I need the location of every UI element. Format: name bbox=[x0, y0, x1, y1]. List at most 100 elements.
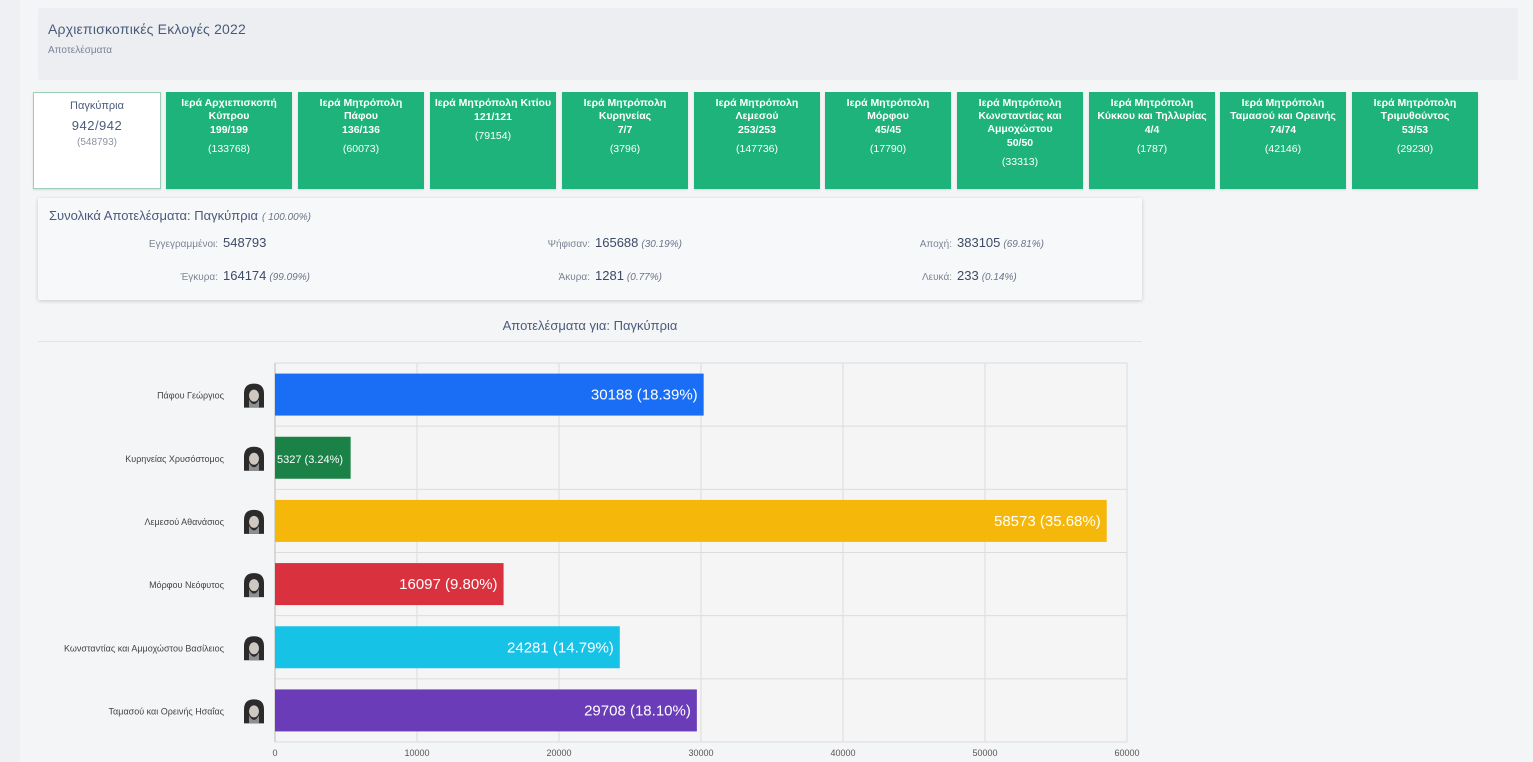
x-tick-label: 10000 bbox=[404, 748, 429, 758]
stat-voted-pct: (30.19%) bbox=[641, 239, 682, 250]
tile-name: Ιερά Μητρόπολη Κιτίου bbox=[434, 97, 552, 109]
stat-valid: Έγκυρα: 164174 (99.09%) bbox=[38, 268, 310, 283]
stat-invalid: Άκυρα: 1281 (0.77%) bbox=[438, 268, 662, 283]
category-label: Πάφου Γεώργιος bbox=[157, 391, 225, 401]
stat-blank-label: Λευκά: bbox=[921, 272, 952, 283]
tile-count: 4/4 bbox=[1144, 124, 1160, 136]
stat-registered-value: 548793 bbox=[223, 235, 267, 250]
tile-registered: (548793) bbox=[76, 137, 118, 148]
tile-registered: (17790) bbox=[869, 143, 907, 155]
category-label: Κωνσταντίας και Αμμοχώστου Βασίλειος bbox=[64, 643, 225, 653]
stat-voted-value: 165688 bbox=[595, 235, 639, 250]
stat-invalid-label: Άκυρα: bbox=[558, 272, 590, 283]
bar bbox=[275, 563, 504, 606]
header-panel: Αρχιεπισκοπικές Εκλογές 2022 Αποτελέσματ… bbox=[38, 8, 1518, 80]
tile-count: 74/74 bbox=[1269, 124, 1297, 136]
chart-divider bbox=[38, 341, 1142, 342]
stat-blank-pct: (0.14%) bbox=[981, 272, 1017, 283]
stat-abstention-value: 383105 bbox=[957, 235, 1001, 250]
x-tick-label: 20000 bbox=[546, 748, 571, 758]
x-tick-label: 60000 bbox=[1114, 748, 1139, 758]
category-label: Μόρφου Νεόφυτος bbox=[149, 580, 225, 590]
bar bbox=[275, 499, 1107, 542]
tile-count: 121/121 bbox=[474, 111, 512, 123]
district-tile[interactable]: Ιερά Μητρόπολη Κύκκου και Τηλλυρίας 4/4 (1… bbox=[1089, 92, 1215, 189]
chart-title: Αποτελέσματα για: Παγκύπρια bbox=[502, 318, 678, 333]
bar-value-label: 16097 (9.80%) bbox=[399, 576, 497, 593]
stat-valid-value: 164174 bbox=[223, 268, 267, 283]
bishop-portrait-icon bbox=[241, 444, 267, 471]
district-tile[interactable]: Ιερά Μητρόπολη Κιτίου 121/121 (79154) bbox=[430, 92, 556, 189]
tile-registered: (147736) bbox=[735, 143, 779, 155]
stat-abstention-label: Αποχή: bbox=[919, 239, 952, 250]
stat-registered-label: Εγγεγραμμένοι: bbox=[148, 239, 218, 250]
summary-title: Συνολικά Αποτελέσματα: Παγκύπρια ( 100.00… bbox=[49, 208, 311, 223]
bar-value-label: 5327 (3.24%) bbox=[277, 454, 343, 466]
tile-count: 136/136 bbox=[342, 124, 380, 136]
district-tile[interactable]: Ιερά Μητρόπολη Ταμασού και Ορεινής 74/74 (… bbox=[1220, 92, 1346, 189]
summary-title-text: Συνολικά Αποτελέσματα: Παγκύπρια bbox=[49, 208, 258, 223]
x-tick-label: 50000 bbox=[972, 748, 997, 758]
stat-blank: Λευκά: 233 (0.14%) bbox=[738, 268, 1017, 283]
category-label: Κυρηνείας Χρυσόστομος bbox=[125, 454, 224, 464]
bishop-portrait-icon bbox=[241, 697, 267, 724]
tile-name: Ιερά Μητρόπολη Τριμυθούντος bbox=[1373, 97, 1457, 122]
tile-count: 253/253 bbox=[738, 124, 776, 136]
tile-count: 942/942 bbox=[71, 118, 123, 133]
tile-name: Ιερά Μητρόπολη Κυρηνείας bbox=[583, 97, 667, 122]
tile-registered: (60073) bbox=[342, 143, 380, 155]
stat-invalid-value: 1281 bbox=[595, 268, 624, 283]
stat-registered: Εγγεγραμμένοι: 548793 bbox=[38, 235, 267, 250]
tile-name: Ιερά Μητρόπολη Κωνσταντίας και Αμμοχώστο… bbox=[978, 97, 1062, 135]
bar bbox=[275, 689, 697, 732]
tile-name: Ιερά Μητρόπολη Πάφου bbox=[319, 97, 403, 122]
tile-count: 50/50 bbox=[1006, 137, 1034, 149]
district-tile[interactable]: Ιερά Αρχιεπισκοπή Κύπρου 199/199 (133768) bbox=[166, 92, 292, 189]
bishop-portrait-icon bbox=[241, 381, 267, 408]
category-label: Ταμασού και Ορεινής Ησαΐας bbox=[109, 706, 225, 716]
district-tile[interactable]: Ιερά Μητρόπολη Λεμεσού 253/253 (147736) bbox=[694, 92, 820, 189]
stat-invalid-pct: (0.77%) bbox=[626, 272, 662, 283]
district-tile[interactable]: Ιερά Μητρόπολη Κυρηνείας 7/7 (3796) bbox=[562, 92, 688, 189]
bar-value-label: 29708 (18.10%) bbox=[584, 702, 691, 719]
tile-count: 53/53 bbox=[1401, 124, 1429, 136]
stat-abstention-pct: (69.81%) bbox=[1003, 239, 1044, 250]
tile-count: 7/7 bbox=[617, 124, 633, 136]
stat-voted-label: Ψήφισαν: bbox=[547, 239, 590, 250]
tile-registered: (29230) bbox=[1396, 143, 1434, 155]
summary-panel: Συνολικά Αποτελέσματα: Παγκύπρια ( 100.00… bbox=[38, 198, 1142, 300]
left-strip bbox=[0, 0, 20, 762]
district-tile[interactable]: Παγκύπρια 942/942 (548793) bbox=[33, 92, 161, 189]
stat-voted: Ψήφισαν: 165688 (30.19%) bbox=[438, 235, 682, 250]
stat-valid-pct: (99.09%) bbox=[269, 272, 310, 283]
category-label: Λεμεσού Αθανάσιος bbox=[144, 517, 224, 527]
tile-name: Ιερά Μητρόπολη Μόρφου bbox=[846, 97, 930, 122]
bishop-portrait-icon bbox=[241, 634, 267, 661]
bar-value-label: 30188 (18.39%) bbox=[591, 387, 698, 404]
district-tile[interactable]: Ιερά Μητρόπολη Τριμυθούντος 53/53 (29230) bbox=[1352, 92, 1478, 189]
bar bbox=[275, 373, 704, 416]
tile-count: 45/45 bbox=[874, 124, 902, 136]
tile-registered: (42146) bbox=[1264, 143, 1302, 155]
bar-value-label: 24281 (14.79%) bbox=[507, 639, 614, 656]
bar bbox=[275, 626, 620, 669]
tile-name: Ιερά Μητρόπολη Ταμασού και Ορεινής bbox=[1230, 97, 1336, 122]
x-tick-label: 0 bbox=[272, 748, 277, 758]
tile-count: 199/199 bbox=[210, 124, 248, 136]
district-tile[interactable]: Ιερά Μητρόπολη Πάφου 136/136 (60073) bbox=[298, 92, 424, 189]
bar bbox=[275, 436, 351, 479]
tile-name: Ιερά Αρχιεπισκοπή Κύπρου bbox=[181, 97, 277, 122]
bishop-portrait-icon bbox=[241, 507, 267, 534]
tile-registered: (79154) bbox=[474, 130, 512, 142]
stat-blank-value: 233 bbox=[957, 268, 979, 283]
tile-registered: (1787) bbox=[1136, 143, 1168, 155]
bishop-portrait-icon bbox=[241, 571, 267, 598]
district-tile[interactable]: Ιερά Μητρόπολη Μόρφου 45/45 (17790) bbox=[825, 92, 951, 189]
results-bar-chart: 0 10000 20000 30000 40000 50000 60000 30188 (18… bbox=[64, 362, 1140, 758]
page-title: Αρχιεπισκοπικές Εκλογές 2022 bbox=[48, 21, 247, 37]
stat-abstention: Αποχή: 383105 (69.81%) bbox=[738, 235, 1044, 250]
district-tile[interactable]: Ιερά Μητρόπολη Κωνσταντίας και Αμμοχώστο… bbox=[957, 92, 1083, 189]
x-tick-label: 30000 bbox=[688, 748, 713, 758]
stat-valid-label: Έγκυρα: bbox=[180, 272, 218, 283]
tile-registered: (33313) bbox=[1001, 156, 1039, 168]
